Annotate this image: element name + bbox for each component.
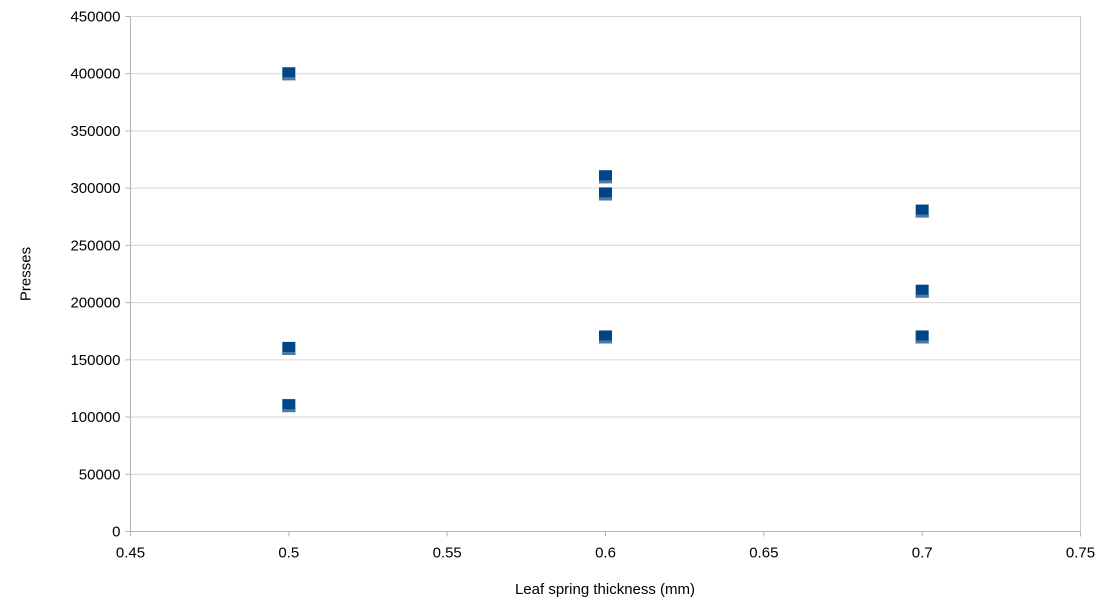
y-axis-title: Presses [17,246,35,302]
y-tick-label: 0 [112,524,120,541]
data-point-square-edge [599,197,612,201]
data-point-square [915,330,929,344]
data-point-square-edge [599,340,612,344]
x-axis-title: Leaf spring thickness (mm) [514,581,696,598]
data-point [282,67,296,81]
data-point-square-edge [282,409,296,413]
data-point [599,170,612,184]
y-tick-label: 200000 [70,295,120,312]
data-point-square [599,170,612,184]
data-point-square [915,204,929,218]
data-point [915,284,929,298]
y-tick-label: 400000 [70,66,120,83]
y-tick-label: 50000 [79,466,121,483]
y-tick-label: 350000 [70,123,120,140]
data-point [599,330,612,344]
data-point-square [282,341,296,355]
x-tick-label: 0.45 [116,545,145,562]
data-point-square [599,187,612,201]
x-tick-label: 0.7 [912,545,933,562]
data-point-square [282,399,296,413]
x-tick-label: 0.6 [595,545,616,562]
y-tick-label: 450000 [70,9,120,26]
data-point-square-edge [282,77,296,81]
data-point-square [282,67,296,81]
data-point-square-edge [915,294,929,298]
y-tick-label: 300000 [70,180,120,197]
data-point [599,187,612,201]
x-tick-label: 0.65 [749,545,778,562]
data-point-square-edge [599,180,612,184]
x-tick-label: 0.55 [433,545,462,562]
data-point [915,330,929,344]
x-tick-label: 0.75 [1066,545,1095,562]
data-point-square-edge [282,351,296,355]
y-tick-label: 250000 [70,237,120,254]
y-tick-label: 150000 [70,352,120,369]
data-point [282,399,296,413]
data-point-square-edge [915,214,929,218]
data-point [282,341,296,355]
data-point-square [915,284,929,298]
x-tick-label: 0.5 [278,545,299,562]
data-point [915,204,929,218]
y-tick-label: 100000 [70,409,120,426]
data-point-square [599,330,612,344]
data-point-square-edge [915,340,929,344]
